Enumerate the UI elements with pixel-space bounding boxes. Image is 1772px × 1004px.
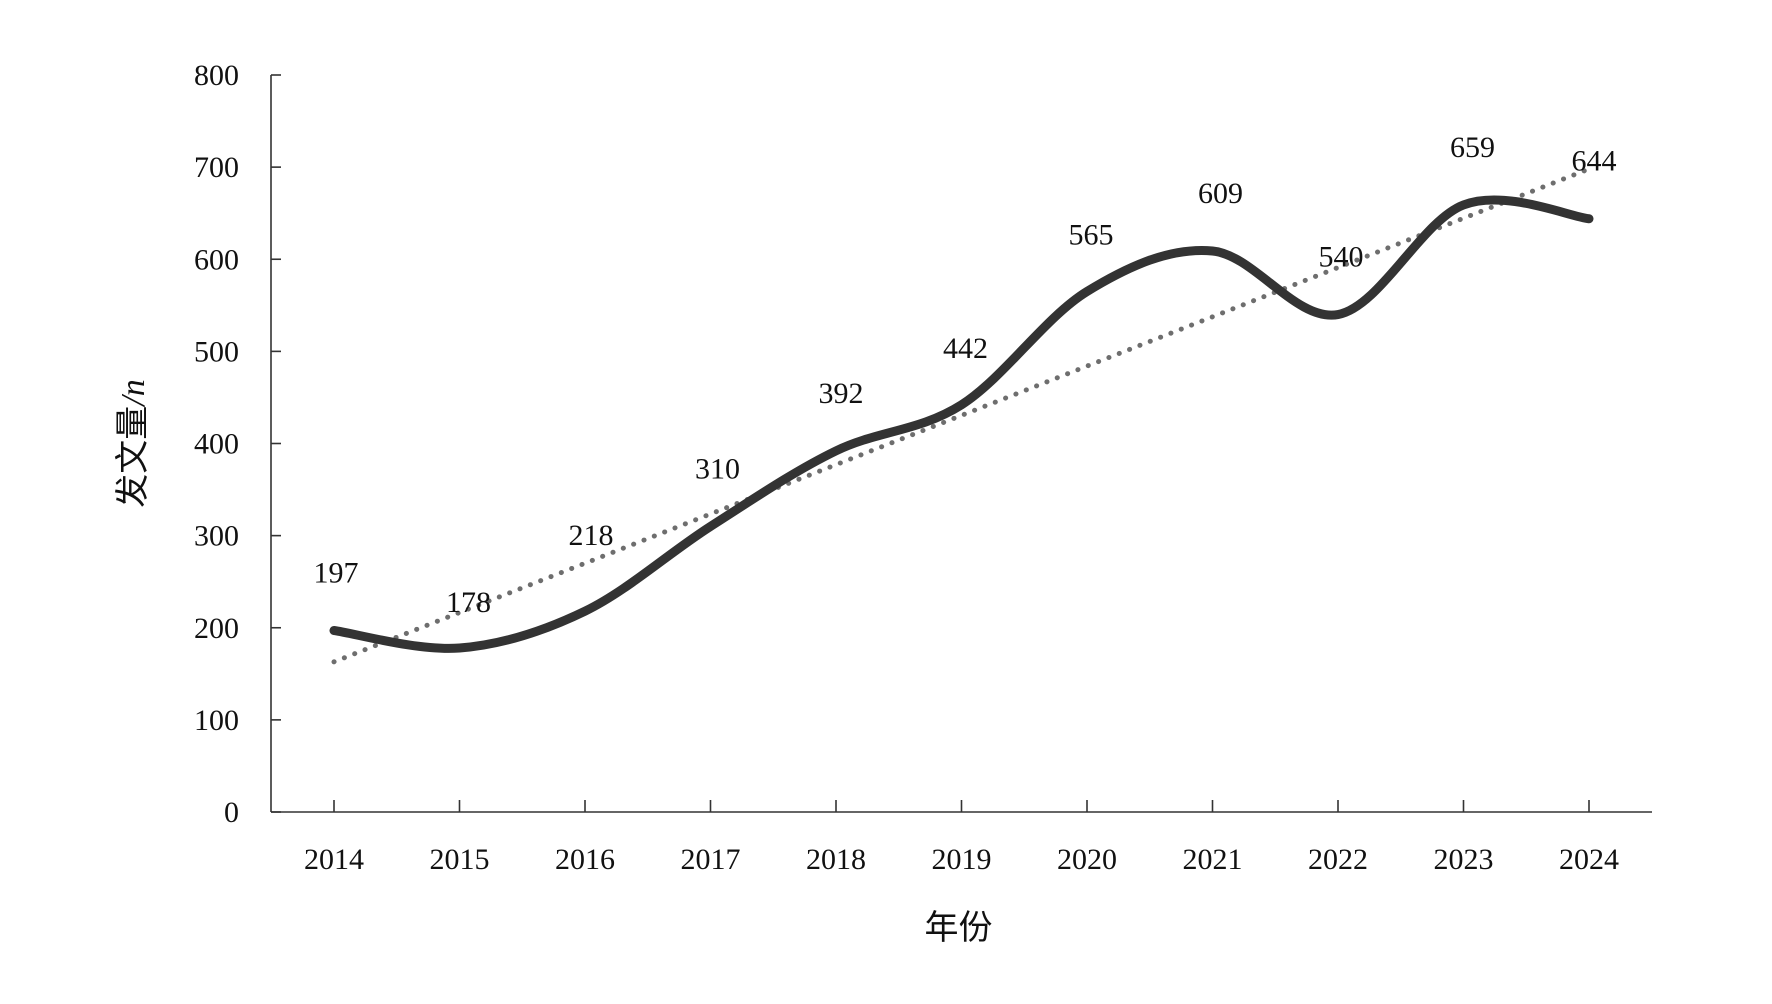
y-tick-label: 800 [194,59,239,92]
x-tick-label: 2022 [1308,843,1368,876]
y-tick-label: 700 [194,151,239,184]
y-tick-label: 300 [194,520,239,553]
x-tick-label: 2016 [555,843,615,876]
y-tick-label: 200 [194,612,239,645]
x-tick-label: 2017 [681,843,741,876]
x-tick-label: 2021 [1183,843,1243,876]
x-tick-label: 2023 [1434,843,1494,876]
data-label: 609 [1198,177,1243,210]
y-tick-label: 100 [194,704,239,737]
x-tick-label: 2019 [932,843,992,876]
x-tick-label: 2018 [806,843,866,876]
linear-trendline [331,166,1592,665]
series-line [329,195,1594,653]
axes [270,75,1652,813]
x-tick-label: 2015 [430,843,490,876]
data-label: 540 [1319,241,1364,274]
y-axis-title-text: 发文量 [114,406,152,508]
y-tick-label: 400 [194,428,239,461]
data-label: 565 [1069,218,1114,251]
y-tick-label: 0 [224,796,239,829]
y-ticks: 0 100 200 300 400 500 600 700 800 [194,59,281,829]
y-axis-title: 发文量/n [114,379,152,507]
x-tick-label: 2024 [1559,843,1619,876]
data-label: 442 [943,332,988,365]
data-label: 644 [1572,145,1617,178]
x-tick-label: 2014 [304,843,364,876]
data-label: 218 [569,519,614,552]
data-label: 178 [446,586,491,619]
data-labels: 197 178 218 310 392 442 565 609 540 659 644 [314,131,1617,619]
y-tick-label: 500 [194,335,239,368]
y-tick-label: 600 [194,243,239,276]
x-axis-title: 年份 [925,909,993,947]
x-tick-label: 2020 [1057,843,1117,876]
data-label: 310 [695,452,740,485]
y-axis-title-unit: /n [115,379,152,407]
data-label: 197 [314,557,359,590]
x-ticks: 2014 2015 2016 2017 2018 2019 2020 2021 2022 2023… [304,800,1619,876]
data-label: 659 [1450,131,1495,164]
data-label: 392 [819,377,864,410]
